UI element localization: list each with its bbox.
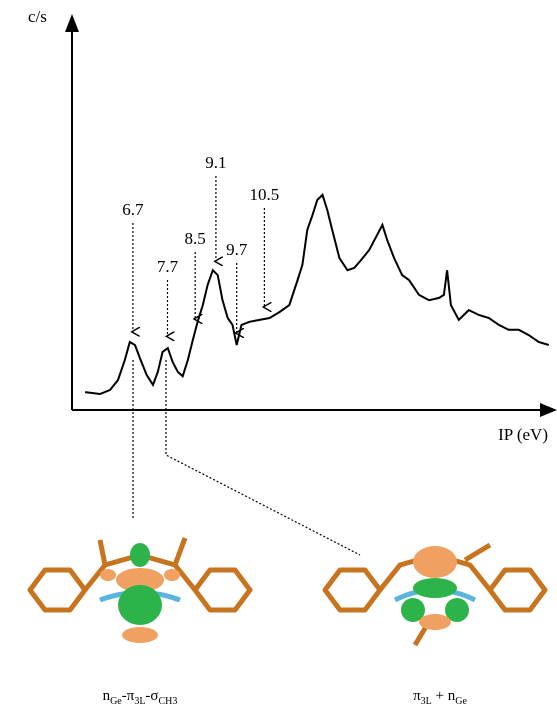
leader-lines (133, 360, 360, 555)
caption-part: 3L (421, 696, 432, 707)
caption-part: -π (122, 688, 135, 704)
x-axis-label: IP (eV) (498, 425, 548, 444)
y-arrow (65, 14, 79, 32)
annotation-label: 7.7 (157, 257, 179, 276)
caption-part: 3L (134, 696, 145, 707)
x-arrow (540, 403, 557, 417)
y-axis-label: c/s (28, 7, 47, 26)
annotation-label: 10.5 (249, 185, 279, 204)
chart: c/s IP (eV) nGe-π3L-σCH3 (0, 0, 557, 715)
caption-part: Ge (110, 696, 122, 707)
caption-part: -σ (145, 688, 158, 704)
caption-part: + n (432, 688, 456, 704)
orbital-right (325, 545, 545, 645)
caption: π3L + nGe (413, 688, 467, 707)
orbital-left (30, 538, 250, 643)
caption-part: CH3 (159, 696, 178, 707)
annotation-label: 9.1 (205, 153, 226, 172)
page: c/s IP (eV) nGe-π3L-σCH3 (0, 0, 557, 715)
annotation-label: 8.5 (185, 229, 206, 248)
leader-line (166, 360, 360, 555)
annotation-label: 9.7 (226, 240, 248, 259)
caption-part: Ge (455, 696, 467, 707)
caption: nGe-π3L-σCH3 (103, 688, 178, 707)
spectrum-line (85, 195, 549, 394)
annotation-label: 6.7 (122, 200, 144, 219)
